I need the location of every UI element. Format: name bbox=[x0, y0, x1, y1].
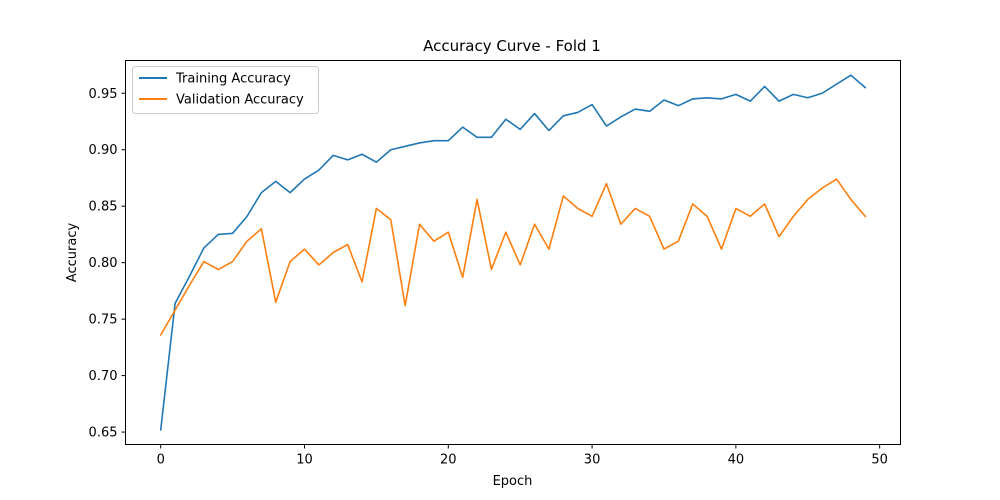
series-line-validation bbox=[159, 178, 867, 337]
y-tick-label: 0.85 bbox=[89, 200, 118, 215]
series-line-training bbox=[159, 74, 867, 431]
y-tick-label: 0.75 bbox=[89, 313, 118, 328]
y-tick-label: 0.80 bbox=[89, 256, 118, 271]
legend-box bbox=[132, 66, 319, 114]
y-tick-label: 0.65 bbox=[89, 426, 118, 441]
y-tick-label: 0.90 bbox=[89, 143, 118, 158]
legend: Training Accuracy Validation Accuracy bbox=[132, 66, 319, 114]
x-tick-label: 20 bbox=[440, 453, 457, 468]
x-tick-label: 40 bbox=[728, 453, 745, 468]
x-tick-label: 0 bbox=[157, 453, 165, 468]
y-axis-label: Accuracy bbox=[65, 223, 80, 283]
series-lines bbox=[159, 74, 867, 431]
y-tick-label: 0.70 bbox=[89, 369, 118, 384]
chart-title: Accuracy Curve - Fold 1 bbox=[423, 37, 601, 55]
legend-label-validation: Validation Accuracy bbox=[176, 93, 304, 108]
x-axis-ticks: 0 10 20 30 40 50 bbox=[157, 444, 888, 468]
plot-frame bbox=[125, 60, 901, 445]
x-tick-label: 10 bbox=[296, 453, 313, 468]
x-tick-label: 30 bbox=[584, 453, 601, 468]
x-axis-label: Epoch bbox=[493, 474, 533, 489]
y-tick-label: 0.95 bbox=[89, 87, 118, 102]
x-tick-label: 50 bbox=[871, 453, 888, 468]
y-axis-ticks: 0.65 0.70 0.75 0.80 0.85 0.90 0.95 bbox=[89, 87, 126, 441]
legend-label-training: Training Accuracy bbox=[175, 72, 291, 87]
